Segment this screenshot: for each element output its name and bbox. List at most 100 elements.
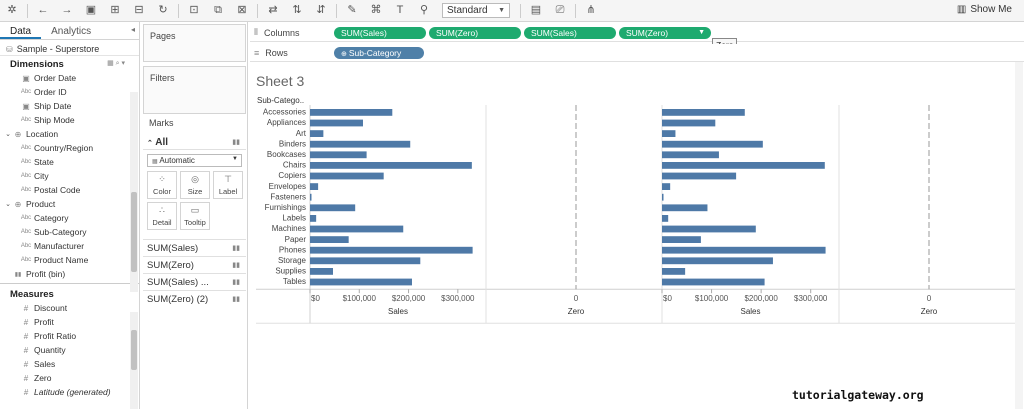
new-datasource-icon[interactable]: ⊞ (110, 4, 120, 16)
dimension-field[interactable]: Abc Product Name (0, 253, 139, 267)
pane-divider[interactable] (0, 283, 139, 284)
show-me-button[interactable]: ▥ Show Me (957, 4, 1012, 15)
collapse-caret-icon: ⌃ (147, 140, 153, 147)
dimension-field[interactable]: ⌄ ⊕ Product (0, 197, 139, 211)
label-button[interactable]: ⊤ Label (213, 171, 243, 199)
measure-field[interactable]: # Latitude (generated) (0, 385, 139, 399)
mark-type-icon: ▦ (152, 159, 160, 165)
view-mode-select[interactable]: Standard ▼ (442, 3, 510, 18)
dimension-field[interactable]: Abc State (0, 155, 139, 169)
columns-pill-sum-sales[interactable]: SUM(Sales) (334, 26, 426, 39)
bar-chart-icon: ▮▮ (232, 279, 240, 286)
swap-rows-columns-icon[interactable]: ⇄ (268, 4, 278, 16)
view-scrollbar[interactable] (1015, 62, 1023, 409)
field-label: Sub-Category (34, 227, 87, 237)
category-label: Envelopes (269, 182, 306, 191)
measure-field[interactable]: # Profit Ratio (0, 329, 139, 343)
tab-analytics[interactable]: Analytics (51, 26, 92, 37)
presentation-mode-icon[interactable]: ⎚ (555, 4, 565, 16)
save-icon[interactable]: ▣ (85, 4, 97, 16)
new-worksheet-icon[interactable]: ⊡ (189, 4, 199, 16)
dimension-field[interactable]: ▣ Ship Date (0, 99, 139, 113)
columns-shelf[interactable]: ⦀ Columns SUM(Sales) SUM(Zero) SUM(Sales… (250, 24, 1024, 42)
highlight-icon[interactable]: ✎ (347, 4, 357, 16)
expand-caret-icon[interactable]: ⌄ (5, 131, 11, 138)
bar (662, 204, 708, 212)
bar (310, 151, 367, 159)
rows-pill-sub-category[interactable]: ⊕ Sub-Category (334, 46, 424, 59)
sort-descending-icon[interactable]: ⇵ (316, 4, 326, 16)
measure-field[interactable]: # Quantity (0, 343, 139, 357)
bar (662, 119, 716, 127)
dimensions-scroll-thumb[interactable] (131, 192, 137, 272)
pause-updates-icon[interactable]: ⊟ (134, 4, 144, 16)
marks-tab-sum-zero[interactable]: SUM(Zero) ▮▮ (143, 256, 246, 273)
marks-tab-sum-zero-2[interactable]: SUM(Zero) (2) ▮▮ (143, 290, 246, 307)
dimensions-scrollbar[interactable] (130, 92, 138, 292)
dimension-field[interactable]: Abc Postal Code (0, 183, 139, 197)
dimensions-search-icon[interactable]: ▦ ⌕ ▾ (107, 60, 125, 67)
dimension-field[interactable]: ▣ Order Date (0, 71, 139, 85)
dimension-field[interactable]: ▮▮ Profit (bin) (0, 267, 139, 281)
category-label: Fasteners (270, 192, 306, 201)
marks-tab-sum-sales[interactable]: SUM(Sales) ▮▮ (143, 239, 246, 256)
columns-pill-sum-zero[interactable]: SUM(Zero) (429, 26, 521, 39)
tooltip-button[interactable]: ▭ Tooltip (180, 202, 210, 230)
measure-field[interactable]: # Sales (0, 357, 139, 371)
color-label: Color (153, 187, 171, 196)
color-button[interactable]: ⁘ Color (147, 171, 177, 199)
size-button[interactable]: ◎ Size (180, 171, 210, 199)
clear-sheet-icon[interactable]: ⊠ (237, 4, 247, 16)
dimension-field[interactable]: Abc Ship Mode (0, 113, 139, 127)
columns-pill-sum-sales-2[interactable]: SUM(Sales) (524, 26, 616, 39)
detail-button[interactable]: ∴ Detail (147, 202, 177, 230)
collapse-pane-icon[interactable]: ◂ (130, 25, 135, 34)
axis-tick-label: $0 (311, 294, 320, 303)
datasource-item[interactable]: ⛁ Sample - Superstore (0, 40, 139, 56)
measure-field[interactable]: # Profit (0, 315, 139, 329)
bar (310, 268, 333, 275)
dimension-field[interactable]: ⌄ ⊕ Location (0, 127, 139, 141)
axis-title: Zero (568, 307, 585, 316)
marks-all-header[interactable]: ⌃ All ▮▮ (143, 134, 246, 150)
sort-ascending-icon[interactable]: ⇅ (292, 4, 302, 16)
marks-all-label: All (155, 137, 169, 148)
refresh-icon[interactable]: ↻ (158, 4, 168, 16)
hier-type-icon: ⊕ (14, 129, 22, 139)
share-icon[interactable]: ⋔ (586, 4, 596, 16)
expand-caret-icon[interactable]: ⌄ (5, 201, 11, 208)
mark-type-select[interactable]: ▦ Automatic ▼ (147, 154, 242, 167)
redo-icon[interactable]: → (61, 4, 73, 16)
measures-scrollbar[interactable] (130, 312, 138, 409)
dimension-field[interactable]: Abc Order ID (0, 85, 139, 99)
pin-axes-icon[interactable]: ⚲ (419, 4, 429, 16)
measure-type-icon: # (23, 317, 29, 327)
marks-card: Marks ⌃ All ▮▮ ▦ Automatic ▼ ⁘ Color ◎ S… (143, 118, 246, 338)
datasource-label: Sample - Superstore (16, 44, 100, 54)
group-icon[interactable]: ⌘ (370, 4, 382, 16)
measures-list: # Discount # Profit # Profit Ratio # Quantity # S… (0, 301, 139, 399)
rows-shelf[interactable]: ≡ Rows ⊕ Sub-Category (250, 44, 1024, 62)
dimension-field[interactable]: Abc City (0, 169, 139, 183)
show-labels-icon[interactable]: T (396, 4, 404, 16)
measure-field[interactable]: # Zero (0, 371, 139, 385)
measures-scroll-thumb[interactable] (131, 330, 137, 370)
dimension-field[interactable]: Abc Category (0, 211, 139, 225)
field-label: Product Name (34, 255, 89, 265)
dimension-field[interactable]: Abc Country/Region (0, 141, 139, 155)
duplicate-sheet-icon[interactable]: ⧉ (214, 4, 222, 16)
show-cards-icon[interactable]: ▤ (530, 4, 542, 16)
undo-icon[interactable]: ← (37, 4, 49, 16)
marks-tab-sum-sales-2[interactable]: SUM(Sales) ... ▮▮ (143, 273, 246, 290)
filters-card[interactable]: Filters (143, 66, 246, 114)
pill-dropdown-icon[interactable]: ▼ (698, 28, 705, 36)
tab-data[interactable]: Data (0, 22, 42, 39)
field-label: Discount (34, 303, 68, 313)
tableau-logo-icon[interactable]: ✲ (7, 4, 17, 16)
dimension-field[interactable]: Abc Manufacturer (0, 239, 139, 253)
dimension-field[interactable]: Abc Sub-Category (0, 225, 139, 239)
columns-pill-sum-zero-2[interactable]: SUM(Zero) ▼ (619, 26, 711, 39)
category-label: Appliances (267, 118, 306, 127)
measure-field[interactable]: # Discount (0, 301, 139, 315)
pages-card[interactable]: Pages (143, 24, 246, 62)
